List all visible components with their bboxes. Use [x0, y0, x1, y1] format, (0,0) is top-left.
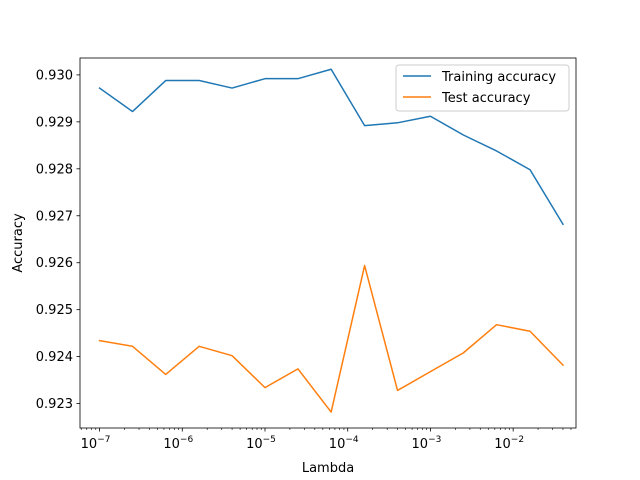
x-tick-label: 10−3 — [412, 435, 442, 452]
x-tick-label: 10−6 — [163, 435, 193, 452]
x-axis-ticks: 10−7 10−6 10−5 10−4 10−3 10−2 — [81, 428, 572, 452]
x-tick-label: 10−4 — [329, 435, 359, 452]
x-axis-title: Lambda — [302, 461, 354, 476]
x-tick-label: 10−7 — [81, 435, 111, 452]
y-axis-ticks: 0.923 0.924 0.925 0.926 0.927 0.928 0.929 0.930 — [36, 68, 80, 412]
legend-label-0: Training accuracy — [441, 70, 556, 85]
y-axis-title: Accuracy — [11, 213, 26, 273]
y-tick-label: 0.930 — [36, 68, 73, 83]
x-tick-label: 10−5 — [246, 435, 276, 452]
legend-box — [395, 64, 570, 112]
y-tick-label: 0.923 — [36, 397, 73, 412]
legend-label-1: Test accuracy — [441, 91, 531, 106]
y-tick-label: 0.929 — [36, 115, 73, 130]
y-tick-label: 0.924 — [36, 350, 73, 365]
y-tick-label: 0.927 — [36, 209, 73, 224]
y-tick-label: 0.928 — [36, 162, 73, 177]
x-tick-label: 10−2 — [494, 435, 524, 452]
plot-frame — [79, 57, 577, 429]
series-line-0 — [98, 68, 564, 226]
series-line-1 — [98, 264, 565, 413]
legend: Training accuracy Test accuracy — [395, 64, 570, 112]
series-layer — [98, 68, 565, 413]
y-tick-label: 0.926 — [36, 256, 73, 271]
y-tick-label: 0.925 — [36, 303, 73, 318]
